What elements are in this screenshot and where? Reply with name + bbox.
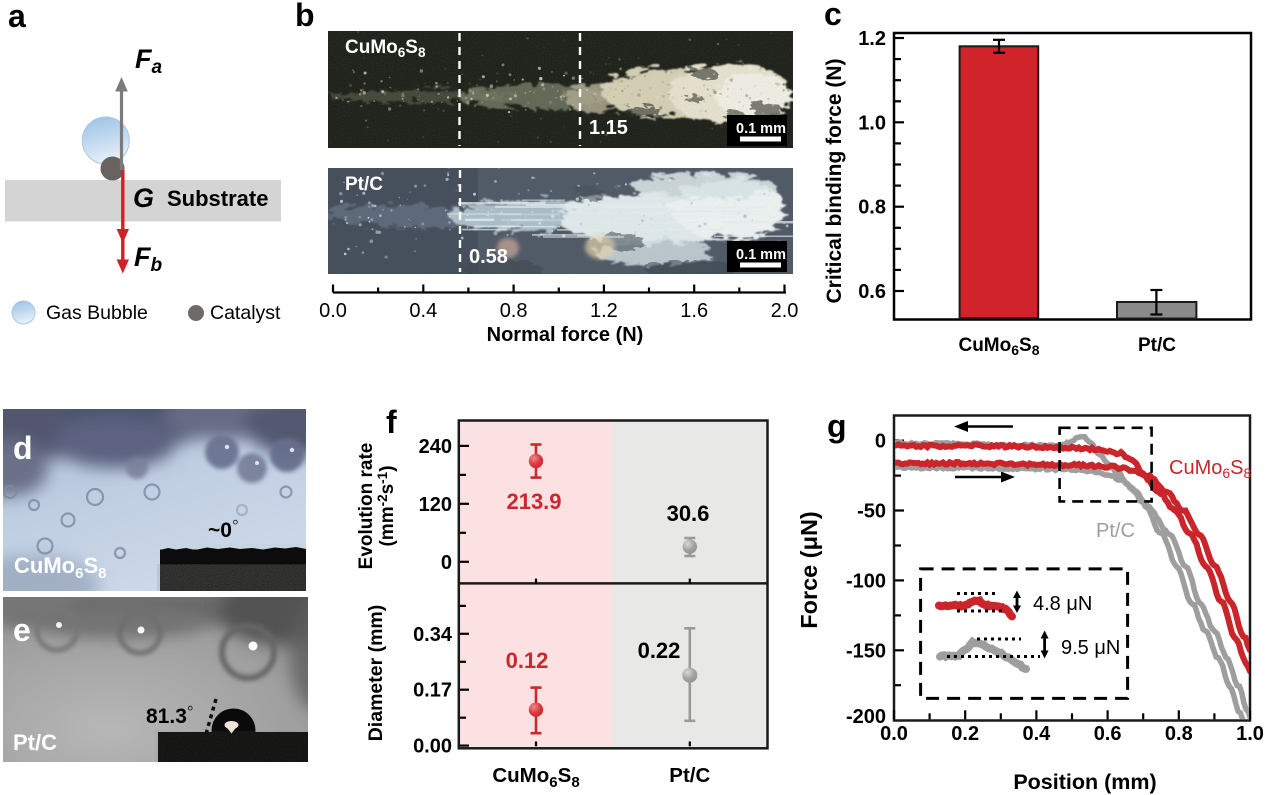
svg-text:Force (μN): Force (μN) — [796, 511, 822, 629]
svg-text:CuMo6S8: CuMo6S8 — [1169, 457, 1252, 481]
svg-text:0.22: 0.22 — [638, 638, 681, 663]
svg-text:Gas Bubble: Gas Bubble — [46, 302, 148, 324]
svg-text:Pt/C: Pt/C — [669, 764, 710, 787]
svg-text:0.17: 0.17 — [413, 680, 452, 702]
svg-text:-200: -200 — [846, 706, 886, 728]
svg-text:Pt/C: Pt/C — [13, 730, 57, 755]
svg-text:120: 120 — [419, 494, 452, 516]
svg-text:1.2: 1.2 — [858, 28, 886, 50]
svg-text:0.58: 0.58 — [469, 246, 508, 268]
svg-text:-150: -150 — [846, 640, 886, 662]
svg-text:g: g — [827, 408, 847, 444]
svg-text:1.2: 1.2 — [590, 300, 618, 322]
svg-text:Position (mm): Position (mm) — [1013, 770, 1156, 794]
svg-text:0.6: 0.6 — [858, 281, 886, 303]
svg-text:c: c — [824, 0, 842, 32]
svg-text:Pt/C: Pt/C — [345, 174, 383, 195]
svg-text:0.8: 0.8 — [1165, 723, 1193, 745]
svg-text:0.34: 0.34 — [413, 624, 453, 646]
svg-text:-100: -100 — [846, 570, 886, 592]
svg-text:240: 240 — [419, 436, 452, 458]
svg-text:a: a — [8, 0, 26, 34]
svg-text:Pt/C: Pt/C — [1138, 335, 1176, 356]
svg-text:0.2: 0.2 — [951, 723, 979, 745]
svg-text:Critical binding force (N): Critical binding force (N) — [823, 58, 846, 303]
svg-text:0: 0 — [441, 552, 452, 574]
svg-text:0.1 mm: 0.1 mm — [736, 121, 786, 137]
svg-text:1.0: 1.0 — [1236, 723, 1264, 745]
svg-text:30.6: 30.6 — [667, 501, 710, 526]
svg-text:4.8 μN: 4.8 μN — [1033, 593, 1092, 615]
svg-text:e: e — [13, 612, 31, 648]
svg-text:CuMo6S8: CuMo6S8 — [14, 553, 106, 582]
svg-text:(mm-2s-1): (mm-2s-1) — [375, 465, 398, 546]
svg-text:G: G — [133, 183, 154, 213]
svg-text:213.9: 213.9 — [506, 489, 561, 514]
svg-text:0.1 mm: 0.1 mm — [736, 247, 786, 263]
svg-text:Fb: Fb — [134, 242, 163, 276]
svg-text:0.12: 0.12 — [506, 648, 549, 673]
svg-text:CuMo6S8: CuMo6S8 — [492, 764, 579, 791]
svg-text:0.6: 0.6 — [1094, 723, 1122, 745]
svg-text:0.4: 0.4 — [409, 300, 437, 322]
svg-text:9.5 μN: 9.5 μN — [1061, 637, 1120, 659]
svg-text:-50: -50 — [857, 501, 886, 523]
svg-text:Substrate: Substrate — [167, 186, 268, 211]
svg-text:0.8: 0.8 — [858, 197, 886, 219]
svg-text:Fa: Fa — [135, 44, 163, 78]
svg-text:d: d — [13, 430, 33, 466]
svg-text:0.0: 0.0 — [319, 300, 347, 322]
svg-text:0.00: 0.00 — [413, 736, 452, 758]
svg-text:Catalyst: Catalyst — [210, 302, 281, 324]
svg-text:1.6: 1.6 — [680, 300, 708, 322]
svg-text:2.0: 2.0 — [771, 300, 799, 322]
svg-text:0.8: 0.8 — [500, 300, 528, 322]
svg-text:0.0: 0.0 — [880, 723, 908, 745]
svg-text:f: f — [386, 404, 397, 440]
svg-text:CuMo6S8: CuMo6S8 — [345, 37, 426, 60]
svg-text:1.15: 1.15 — [589, 117, 628, 139]
svg-text:0: 0 — [875, 431, 886, 453]
svg-text:b: b — [295, 0, 315, 33]
svg-text:Diameter (mm): Diameter (mm) — [365, 605, 387, 742]
svg-text:Evolution rate: Evolution rate — [356, 443, 377, 570]
svg-text:0.4: 0.4 — [1022, 723, 1051, 745]
svg-text:1.0: 1.0 — [858, 112, 886, 134]
svg-text:Normal force (N): Normal force (N) — [487, 324, 644, 346]
svg-text:CuMo6S8: CuMo6S8 — [958, 335, 1039, 358]
svg-text:Pt/C: Pt/C — [1096, 520, 1135, 542]
